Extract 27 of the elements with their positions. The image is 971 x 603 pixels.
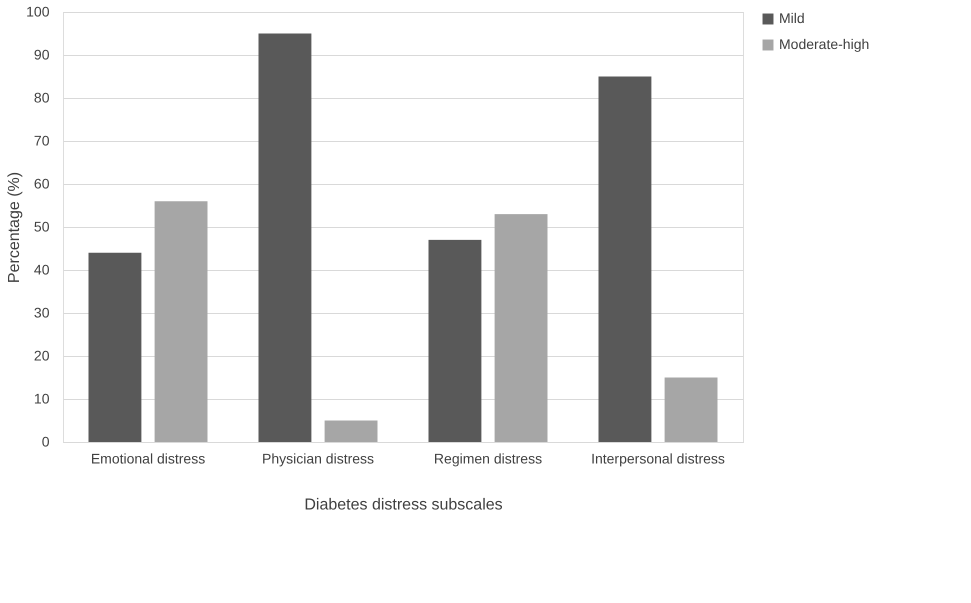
y-tick-label: 20 (34, 348, 50, 364)
y-tick-label: 100 (26, 4, 50, 20)
bar (494, 214, 548, 442)
x-tick-label: Emotional distress (90, 450, 206, 466)
y-tick-label: 60 (34, 176, 50, 192)
y-tick-label: 30 (34, 304, 50, 320)
bar (154, 201, 208, 442)
y-tick-label: 50 (34, 218, 50, 234)
legend-label: Mild (779, 10, 805, 26)
y-tick-label: 80 (34, 90, 50, 106)
bar (88, 252, 142, 442)
y-tick-label: 90 (34, 46, 50, 62)
y-tick-label: 40 (34, 262, 50, 278)
x-tick-label: Physician distress (262, 450, 374, 466)
x-tick-label: Regimen distress (434, 450, 542, 466)
bar (664, 378, 718, 442)
x-tick-label: Interpersonal distress (591, 450, 725, 466)
y-tick-label: 70 (34, 132, 50, 148)
bar (598, 76, 652, 442)
bar (428, 240, 482, 442)
y-tick-label: 10 (34, 390, 50, 406)
bar (258, 34, 312, 442)
legend-label: Moderate-high (779, 36, 870, 52)
y-tick-label: 0 (42, 434, 50, 450)
y-axis-title: Percentage (%) (6, 172, 24, 284)
bar (324, 420, 378, 442)
x-axis-title: Diabetes distress subscales (304, 496, 503, 514)
